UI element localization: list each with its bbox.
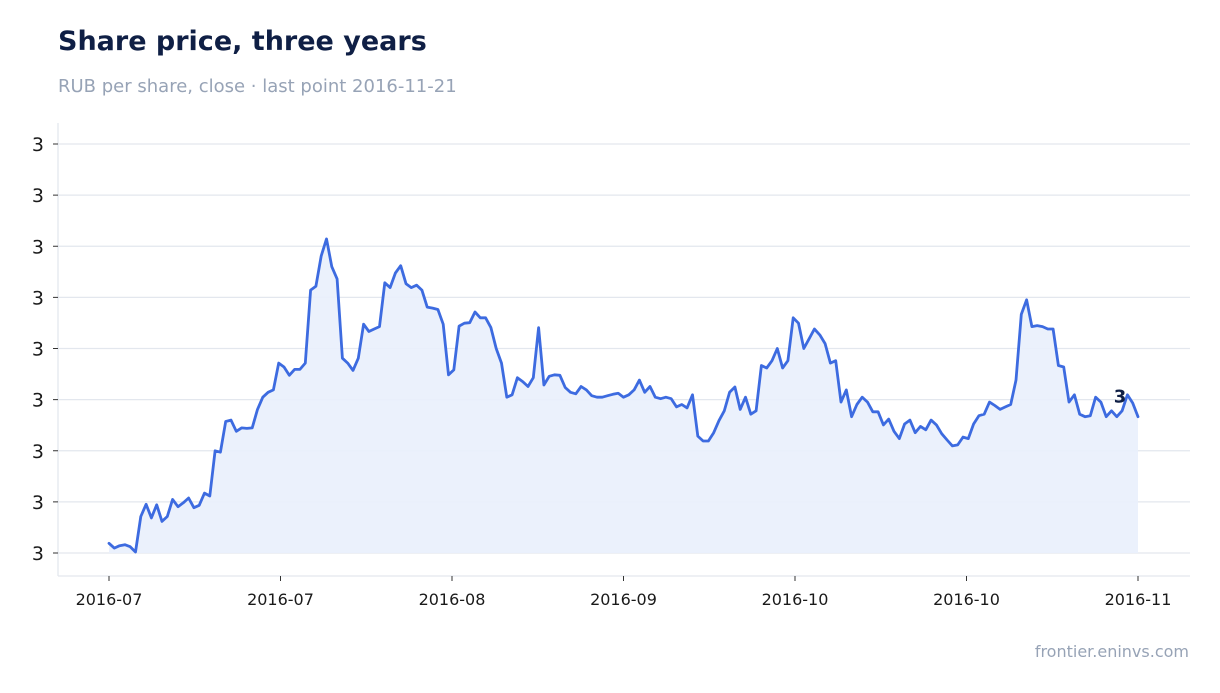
price-line (107, 237, 1140, 554)
y-tick-label: 3 (32, 543, 44, 565)
y-tick-label: 3 (32, 185, 44, 207)
y-tick-label: 3 (32, 339, 44, 361)
x-axis-ticks: 2016-07 2016-07 2016-08 2016-09 2016-10 2016-… (76, 576, 1172, 609)
price-area-fill (109, 238, 1138, 553)
source-credit: frontier.eninvs.com (1034, 642, 1189, 661)
chart-title: Share price, three years (58, 26, 427, 57)
y-tick-label: 3 (32, 441, 44, 463)
x-tick-label: 2016-07 (76, 590, 143, 609)
x-tick-label: 2016-11 (1105, 590, 1172, 609)
y-tick-label: 3 (32, 134, 44, 156)
y-tick-label: 3 (32, 287, 44, 309)
y-tick-label: 3 (32, 390, 44, 412)
price-area (107, 237, 1140, 554)
x-tick-label: 2016-07 (247, 590, 314, 609)
y-axis-ticks: 3 3 3 3 3 3 3 3 3 (32, 134, 58, 565)
last-value-label: 3 (1114, 387, 1127, 408)
data-labels: 3 (1114, 387, 1127, 408)
chart-subtitle: RUB per share, close · last point 2016-1… (58, 76, 457, 97)
x-tick-label: 2016-09 (590, 590, 657, 609)
y-tick-label: 3 (32, 236, 44, 258)
x-tick-label: 2016-10 (933, 590, 1000, 609)
x-tick-label: 2016-10 (762, 590, 829, 609)
y-tick-label: 3 (32, 492, 44, 514)
x-tick-label: 2016-08 (419, 590, 486, 609)
